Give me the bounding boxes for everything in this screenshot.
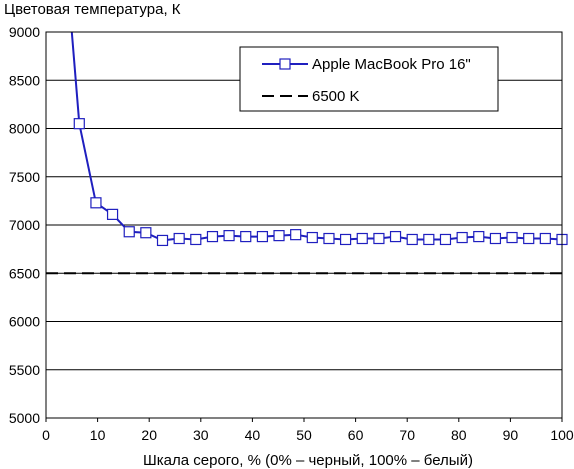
legend-entry-macbook: Apple MacBook Pro 16" <box>312 56 471 73</box>
y-tick-label: 7000 <box>9 217 40 233</box>
y-tick-label: 9000 <box>9 24 40 40</box>
y-tick-label: 8500 <box>9 72 40 88</box>
y-tick-labels: 5000 5500 6000 6500 7000 7500 8000 8500 9000 <box>9 24 40 426</box>
y-tick-label: 6500 <box>9 265 40 281</box>
y-tick-label: 6000 <box>9 314 40 330</box>
data-point <box>489 232 502 245</box>
data-point <box>240 230 252 243</box>
data-point <box>273 230 285 242</box>
data-point <box>290 229 302 241</box>
data-point <box>206 230 219 243</box>
data-point <box>323 232 335 245</box>
data-point <box>539 232 551 245</box>
data-point <box>506 231 518 244</box>
y-tick-label: 5500 <box>9 362 40 378</box>
data-point <box>256 230 269 243</box>
data-point <box>90 197 102 209</box>
x-tick-label: 20 <box>141 427 157 443</box>
x-tick-label: 60 <box>348 427 364 443</box>
data-point <box>356 232 368 245</box>
data-point <box>523 232 535 245</box>
y-tick-label: 7500 <box>9 169 40 185</box>
legend-box <box>239 46 499 112</box>
data-point <box>73 118 85 130</box>
data-point <box>123 226 135 238</box>
x-tick-label: 0 <box>42 427 50 443</box>
data-point <box>389 230 402 243</box>
x-tick-label: 30 <box>193 427 209 443</box>
y-tick-label: 8000 <box>9 121 40 137</box>
y-tick-label: 5000 <box>9 410 40 426</box>
x-tick-label: 50 <box>296 427 312 443</box>
data-point <box>173 232 185 245</box>
legend-entry-6500k: 6500 K <box>312 88 360 105</box>
data-point <box>339 233 352 246</box>
x-tick-label: 100 <box>550 427 574 443</box>
data-point <box>140 227 152 239</box>
data-point <box>406 233 418 246</box>
series-group <box>46 31 568 275</box>
x-tick-label: 90 <box>503 427 519 443</box>
data-point <box>106 208 119 220</box>
data-point <box>456 231 468 244</box>
x-tick-label: 10 <box>90 427 106 443</box>
data-point <box>473 230 485 243</box>
data-point <box>190 233 202 246</box>
legend: Apple MacBook Pro 16" 6500 K <box>239 46 499 112</box>
data-point <box>223 230 235 242</box>
x-axis-label: Шкала серого, % (0% – черный, 100% – бел… <box>143 452 473 469</box>
data-point <box>439 233 452 246</box>
x-tick-label: 40 <box>245 427 261 443</box>
x-tick-labels: 0 10 20 30 40 50 60 70 80 90 100 <box>42 418 574 443</box>
data-point <box>306 231 318 244</box>
data-point <box>156 234 169 247</box>
x-tick-label: 80 <box>451 427 467 443</box>
y-axis-label: Цветовая температура, К <box>4 1 181 18</box>
data-point <box>423 233 435 246</box>
x-tick-label: 70 <box>399 427 415 443</box>
data-point <box>373 232 385 245</box>
plot-frame <box>45 31 563 419</box>
legend-marker-macbook <box>279 58 291 70</box>
